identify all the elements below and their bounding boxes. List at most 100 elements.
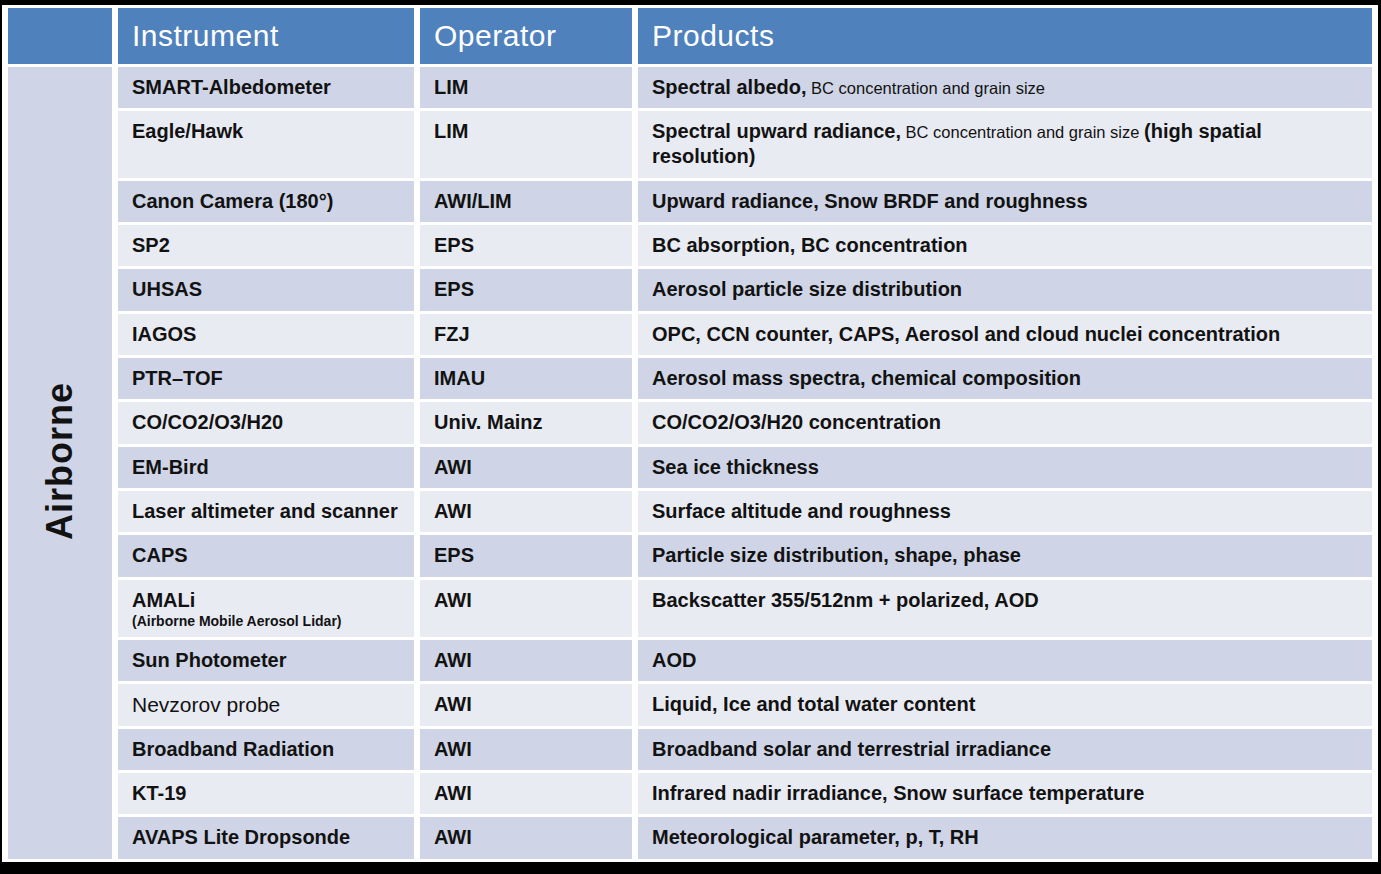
operator-cell: EPS: [420, 225, 632, 266]
operator-cell: AWI: [420, 817, 632, 859]
products-cell: Sea ice thickness: [638, 447, 1372, 488]
instrument-name: UHSAS: [132, 277, 400, 302]
product-segment: Broadband solar and terrestrial irradian…: [652, 738, 1051, 760]
instrument-name: CAPS: [132, 543, 400, 568]
table-row: Eagle/Hawk LIM Spectral upward radiance,…: [8, 111, 1372, 177]
products-cell: Meteorological parameter, p, T, RH: [638, 817, 1372, 859]
table-body: Airborne SMART-Albedometer LIM Spectral …: [8, 67, 1372, 859]
instrument-cell: Eagle/Hawk: [118, 111, 414, 177]
products-cell: Backscatter 355/512nm + polarized, AOD: [638, 580, 1372, 637]
instrument-name: SMART-Albedometer: [132, 75, 400, 100]
products-cell: AOD: [638, 640, 1372, 681]
instrument-name: PTR–TOF: [132, 366, 400, 391]
product-segment: CO/CO2/O3/H20 concentration: [652, 411, 941, 433]
operator-cell: AWI: [420, 447, 632, 488]
instrument-name: Eagle/Hawk: [132, 119, 400, 144]
instrument-cell: IAGOS: [118, 314, 414, 355]
slide-frame: Instrument Operator Products Airborne SM…: [0, 0, 1381, 874]
product-segment: AOD: [652, 649, 696, 671]
instrument-name: Nevzorov probe: [132, 692, 400, 718]
operator-cell: IMAU: [420, 358, 632, 399]
instrument-cell: SMART-Albedometer: [118, 67, 414, 108]
product-segment: Surface altitude and roughness: [652, 500, 951, 522]
product-segment: OPC, CCN counter, CAPS, Aerosol and clou…: [652, 323, 1280, 345]
operator-cell: AWI: [420, 491, 632, 532]
instrument-cell: CAPS: [118, 535, 414, 576]
instrument-cell: SP2: [118, 225, 414, 266]
operator-cell: AWI: [420, 684, 632, 726]
table-row: SP2 EPS BC absorption, BC concentration: [8, 225, 1372, 266]
product-segment: Upward radiance, Snow BRDF and roughness: [652, 190, 1088, 212]
instrument-name: KT-19: [132, 781, 400, 806]
products-cell: Infrared nadir irradiance, Snow surface …: [638, 773, 1372, 814]
group-label-text: Airborne: [39, 382, 81, 540]
instrument-cell: AVAPS Lite Dropsonde: [118, 817, 414, 859]
instrument-name: Canon Camera (180°): [132, 189, 400, 214]
group-label-airborne: Airborne: [8, 67, 112, 859]
table-row: Nevzorov probe AWI Liquid, Ice and total…: [8, 684, 1372, 726]
table-row: KT-19 AWI Infrared nadir irradiance, Sno…: [8, 773, 1372, 814]
instrument-name: AVAPS Lite Dropsonde: [132, 825, 400, 850]
product-segment: Backscatter 355/512nm + polarized, AOD: [652, 589, 1039, 611]
instrument-cell: Nevzorov probe: [118, 684, 414, 726]
instrument-name: Laser altimeter and scanner: [132, 499, 400, 524]
products-cell: Aerosol mass spectra, chemical compositi…: [638, 358, 1372, 399]
product-segment: Aerosol mass spectra, chemical compositi…: [652, 367, 1081, 389]
corner-cell: [8, 8, 112, 64]
instrument-name: IAGOS: [132, 322, 400, 347]
products-cell: Broadband solar and terrestrial irradian…: [638, 729, 1372, 770]
table-row: EM-Bird AWI Sea ice thickness: [8, 447, 1372, 488]
products-cell: Aerosol particle size distribution: [638, 269, 1372, 310]
operator-cell: Univ. Mainz: [420, 402, 632, 443]
product-segment: Spectral albedo,: [652, 76, 807, 98]
product-segment: BC concentration and grain size: [901, 123, 1144, 141]
table-row: AMALi (Airborne Mobile Aerosol Lidar) AW…: [8, 580, 1372, 637]
table-row: Broadband Radiation AWI Broadband solar …: [8, 729, 1372, 770]
products-cell: Spectral albedo, BC concentration and gr…: [638, 67, 1372, 108]
instrument-cell: Sun Photometer: [118, 640, 414, 681]
products-cell: Upward radiance, Snow BRDF and roughness: [638, 181, 1372, 222]
instrument-cell: CO/CO2/O3/H20: [118, 402, 414, 443]
instrument-cell: Canon Camera (180°): [118, 181, 414, 222]
instrument-cell: KT-19: [118, 773, 414, 814]
table-row: Laser altimeter and scanner AWI Surface …: [8, 491, 1372, 532]
operator-cell: EPS: [420, 269, 632, 310]
product-segment: Infrared nadir irradiance, Snow surface …: [652, 782, 1144, 804]
operator-cell: FZJ: [420, 314, 632, 355]
product-segment: Spectral upward radiance,: [652, 120, 901, 142]
instrument-name: SP2: [132, 233, 400, 258]
instrument-name: Sun Photometer: [132, 648, 400, 673]
instrument-name: Broadband Radiation: [132, 737, 400, 762]
instrument-cell: EM-Bird: [118, 447, 414, 488]
instrument-cell: Broadband Radiation: [118, 729, 414, 770]
product-segment: BC absorption, BC concentration: [652, 234, 968, 256]
instrument-cell: AMALi (Airborne Mobile Aerosol Lidar): [118, 580, 414, 637]
products-cell: Particle size distribution, shape, phase: [638, 535, 1372, 576]
table-row: Sun Photometer AWI AOD: [8, 640, 1372, 681]
products-cell: CO/CO2/O3/H20 concentration: [638, 402, 1372, 443]
instrument-name: CO/CO2/O3/H20: [132, 410, 400, 435]
table-row: UHSAS EPS Aerosol particle size distribu…: [8, 269, 1372, 310]
products-cell: OPC, CCN counter, CAPS, Aerosol and clou…: [638, 314, 1372, 355]
instrument-name: EM-Bird: [132, 455, 400, 480]
product-segment: Aerosol particle size distribution: [652, 278, 962, 300]
operator-cell: LIM: [420, 111, 632, 177]
product-segment: Liquid, Ice and total water content: [652, 693, 975, 715]
column-header-instrument: Instrument: [118, 8, 414, 64]
operator-cell: EPS: [420, 535, 632, 576]
products-cell: Surface altitude and roughness: [638, 491, 1372, 532]
operator-cell: LIM: [420, 67, 632, 108]
products-cell: BC absorption, BC concentration: [638, 225, 1372, 266]
instrument-name: AMALi: [132, 588, 400, 613]
product-segment: Sea ice thickness: [652, 456, 819, 478]
operator-cell: AWI: [420, 640, 632, 681]
table-row: CO/CO2/O3/H20 Univ. Mainz CO/CO2/O3/H20 …: [8, 402, 1372, 443]
table-row: CAPS EPS Particle size distribution, sha…: [8, 535, 1372, 576]
product-segment: BC concentration and grain size: [807, 79, 1045, 97]
header-row: Instrument Operator Products: [8, 8, 1372, 64]
instrument-cell: Laser altimeter and scanner: [118, 491, 414, 532]
operator-cell: AWI: [420, 580, 632, 637]
operator-cell: AWI: [420, 773, 632, 814]
table-row: Canon Camera (180°) AWI/LIM Upward radia…: [8, 181, 1372, 222]
products-cell: Liquid, Ice and total water content: [638, 684, 1372, 726]
